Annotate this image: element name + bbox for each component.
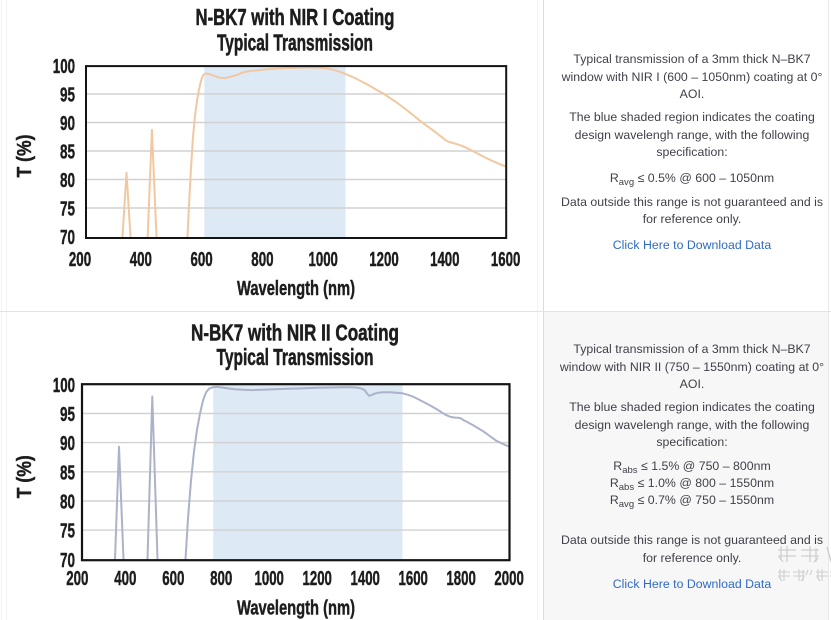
svg-text:80: 80 — [60, 492, 75, 514]
svg-text:Typical Transmission: Typical Transmission — [217, 30, 373, 56]
svg-text:1400: 1400 — [430, 249, 459, 271]
svg-text:1000: 1000 — [255, 568, 284, 590]
svg-text:Wavelength (nm): Wavelength (nm) — [237, 598, 355, 620]
svg-text:70: 70 — [60, 550, 75, 572]
svg-text:600: 600 — [162, 568, 184, 590]
svg-text:75: 75 — [60, 521, 75, 543]
svg-text:1000: 1000 — [309, 249, 338, 271]
svg-text:N-BK7 with NIR I Coating: N-BK7 with NIR I Coating — [196, 4, 395, 30]
svg-text:90: 90 — [60, 113, 75, 135]
svg-text:90: 90 — [60, 433, 75, 455]
svg-text:1800: 1800 — [446, 568, 475, 590]
svg-text:1600: 1600 — [491, 249, 520, 271]
svg-text:85: 85 — [60, 462, 75, 484]
svg-text:75: 75 — [60, 199, 75, 221]
svg-text:800: 800 — [210, 568, 232, 590]
svg-text:70: 70 — [60, 227, 75, 249]
svg-text:200: 200 — [66, 568, 88, 590]
svg-text:95: 95 — [60, 404, 75, 426]
svg-text:1600: 1600 — [399, 568, 428, 590]
svg-text:T (%): T (%) — [14, 135, 36, 178]
svg-text:400: 400 — [114, 568, 136, 590]
svg-text:Typical Transmission: Typical Transmission — [217, 344, 374, 370]
svg-text:1200: 1200 — [369, 249, 398, 271]
svg-text:800: 800 — [251, 249, 273, 271]
svg-text:N-BK7 with NIR II Coating: N-BK7 with NIR II Coating — [191, 320, 399, 346]
svg-text:2000: 2000 — [494, 568, 523, 590]
svg-text:1400: 1400 — [351, 568, 380, 590]
svg-text:200: 200 — [69, 249, 91, 271]
svg-text:T (%): T (%) — [14, 455, 36, 498]
svg-text:85: 85 — [60, 142, 75, 164]
svg-text:1200: 1200 — [303, 568, 332, 590]
svg-text:Wavelength (nm): Wavelength (nm) — [237, 278, 355, 300]
svg-text:100: 100 — [53, 56, 75, 78]
svg-text:80: 80 — [60, 170, 75, 192]
svg-text:600: 600 — [191, 249, 213, 271]
svg-text:400: 400 — [130, 249, 152, 271]
svg-text:95: 95 — [60, 85, 75, 107]
svg-text:100: 100 — [53, 375, 75, 397]
